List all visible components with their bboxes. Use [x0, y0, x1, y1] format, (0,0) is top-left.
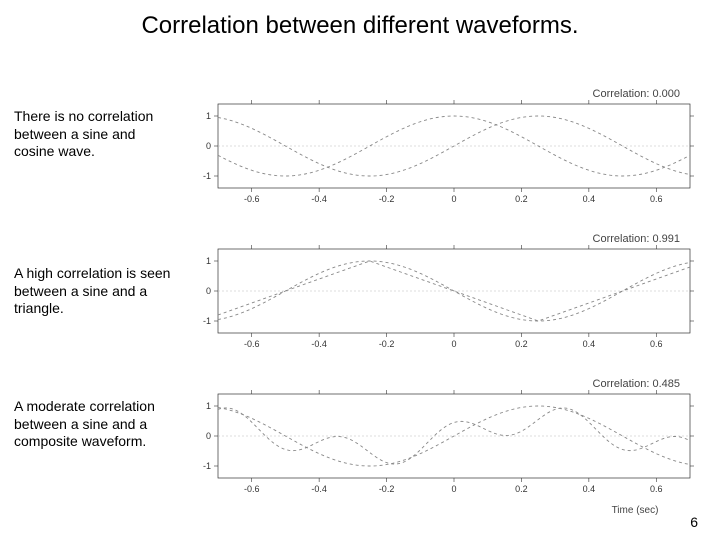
- page-title: Correlation between different waveforms.: [0, 12, 720, 40]
- svg-text:-0.6: -0.6: [244, 339, 260, 349]
- svg-text:0: 0: [206, 141, 211, 151]
- panel-2-caption: A high correlation is seen between a sin…: [14, 265, 174, 318]
- panel-1: There is no correlation between a sine a…: [0, 90, 720, 230]
- panel-2-corr-label: Correlation: 0.991: [593, 233, 680, 245]
- svg-text:0: 0: [451, 339, 456, 349]
- svg-text:1: 1: [206, 401, 211, 411]
- x-axis-label: Time (sec): [380, 505, 720, 516]
- svg-text:1: 1: [206, 111, 211, 121]
- svg-text:0.2: 0.2: [515, 194, 528, 204]
- svg-text:1: 1: [206, 256, 211, 266]
- svg-text:-0.4: -0.4: [311, 339, 327, 349]
- svg-text:0.4: 0.4: [583, 194, 596, 204]
- svg-text:-1: -1: [203, 171, 211, 181]
- svg-text:-0.6: -0.6: [244, 194, 260, 204]
- svg-text:-0.6: -0.6: [244, 484, 260, 494]
- svg-text:-0.4: -0.4: [311, 484, 327, 494]
- svg-text:0.4: 0.4: [583, 339, 596, 349]
- svg-text:-0.2: -0.2: [379, 194, 395, 204]
- svg-text:0: 0: [451, 484, 456, 494]
- svg-text:0: 0: [451, 194, 456, 204]
- svg-text:-0.2: -0.2: [379, 339, 395, 349]
- page-number: 6: [690, 514, 698, 530]
- panel-2: A high correlation is seen between a sin…: [0, 235, 720, 375]
- svg-text:0: 0: [206, 286, 211, 296]
- panel-3-chart: Correlation: 0.485 -1 0 1 -0.6 -0.4 -0.2 0 0.2 0…: [190, 380, 700, 500]
- svg-text:-1: -1: [203, 461, 211, 471]
- panel-1-corr-label: Correlation: 0.000: [593, 88, 680, 100]
- svg-text:0.6: 0.6: [650, 339, 663, 349]
- svg-text:-1: -1: [203, 316, 211, 326]
- svg-text:0: 0: [206, 431, 211, 441]
- panel-2-chart: Correlation: 0.991 -1 0 1 -0.6 -0.4 -0.2 0 0.2 0…: [190, 235, 700, 355]
- panel-3-svg: -1 0 1 -0.6 -0.4 -0.2 0 0.2 0.4 0.6: [190, 380, 700, 500]
- svg-text:0.2: 0.2: [515, 484, 528, 494]
- panel-3-corr-label: Correlation: 0.485: [593, 378, 680, 390]
- svg-text:0.6: 0.6: [650, 484, 663, 494]
- panel-1-caption: There is no correlation between a sine a…: [14, 108, 174, 161]
- svg-text:-0.4: -0.4: [311, 194, 327, 204]
- svg-text:0.2: 0.2: [515, 339, 528, 349]
- svg-text:0.6: 0.6: [650, 194, 663, 204]
- panel-1-svg: -1 0 1 -0.6 -0.4 -0.2 0 0.2 0.4 0.6: [190, 90, 700, 210]
- panel-1-chart: Correlation: 0.000 -1 0 1 -0.6 -0.4 -0.2 0 0.2 0…: [190, 90, 700, 210]
- panel-3-caption: A moderate correlation between a sine an…: [14, 398, 174, 451]
- svg-text:0.4: 0.4: [583, 484, 596, 494]
- panel-2-svg: -1 0 1 -0.6 -0.4 -0.2 0 0.2 0.4 0.6: [190, 235, 700, 355]
- panel-3: A moderate correlation between a sine an…: [0, 380, 720, 520]
- svg-text:-0.2: -0.2: [379, 484, 395, 494]
